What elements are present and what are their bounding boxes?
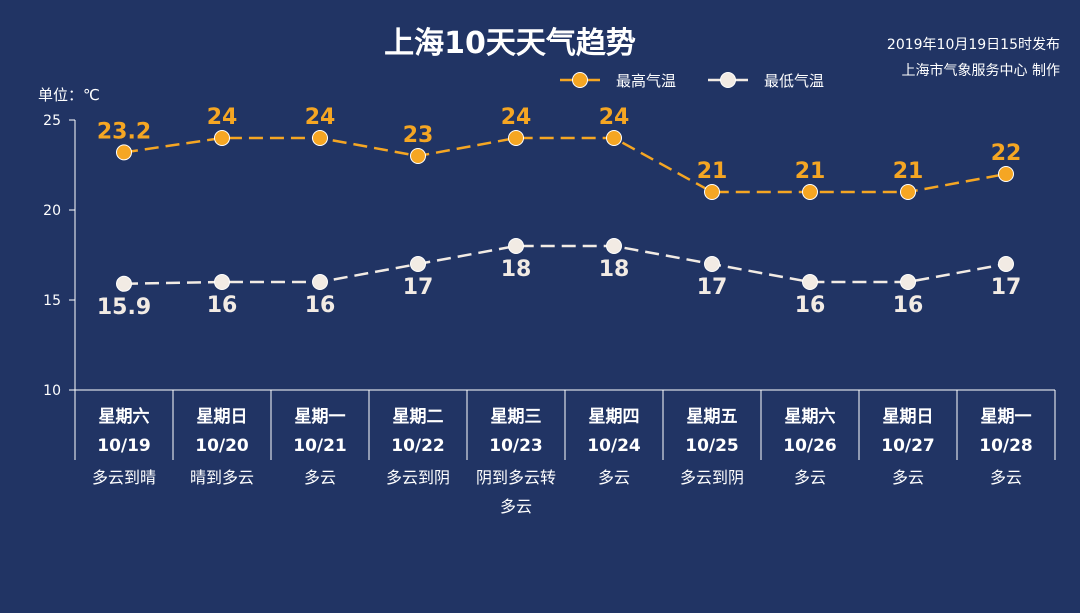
weekday-label: 星期二 (393, 407, 444, 427)
weather-description: 多云 (598, 468, 630, 487)
date-label: 10/21 (293, 436, 347, 456)
weather-description: 多云到阴 (386, 468, 450, 487)
high-temp-point (704, 184, 720, 200)
weekday-label: 星期四 (589, 407, 640, 427)
high-temp-point (410, 148, 426, 164)
high-temp-label: 22 (991, 141, 1022, 166)
low-temp-point (312, 274, 328, 290)
low-temp-line (123, 244, 1007, 286)
weather-description: 多云到晴 (92, 468, 156, 487)
high-temp-point (606, 130, 622, 146)
high-temp-label: 21 (795, 159, 826, 184)
date-label: 10/27 (881, 436, 935, 456)
high-temp-point (900, 184, 916, 200)
date-label: 10/19 (97, 436, 151, 456)
weekday-label: 星期六 (785, 406, 836, 427)
low-temp-point (998, 256, 1014, 272)
low-temp-point (214, 274, 230, 290)
unit-label: 单位：℃ (38, 86, 100, 104)
high-temp-label: 24 (207, 105, 238, 130)
weather-description: 多云 (990, 468, 1022, 487)
page-title: 上海10天天气趋势 (384, 26, 636, 61)
issue-time: 2019年10月19日15时发布 (886, 37, 1060, 53)
high-temp-point (312, 130, 328, 146)
weather-description: 阴到多云转多云 (476, 468, 556, 516)
y-tick-label: 10 (43, 383, 61, 399)
weather-description: 多云 (794, 468, 826, 487)
date-label: 10/22 (391, 436, 445, 456)
low-temp-point (802, 274, 818, 290)
weather-description: 晴到多云 (190, 468, 254, 487)
y-tick-label: 25 (43, 113, 61, 129)
low-temp-label: 16 (795, 293, 826, 318)
high-temp-label: 24 (305, 105, 336, 130)
weekday-label: 星期三 (491, 407, 542, 427)
y-tick-label: 20 (43, 203, 61, 219)
high-temp-label: 23.2 (97, 119, 151, 144)
producer-credit: 上海市气象服务中心 制作 (901, 63, 1060, 79)
low-temp-point (900, 274, 916, 290)
date-label: 10/25 (685, 436, 739, 456)
low-temp-point (508, 238, 524, 254)
low-temp-point (116, 275, 132, 292)
high-temp-label: 24 (599, 105, 630, 130)
high-temp-point (998, 166, 1014, 182)
weather-description: 多云 (892, 468, 924, 487)
y-tick-label: 15 (43, 293, 61, 309)
date-label: 10/28 (979, 436, 1033, 456)
high-temp-point (116, 144, 132, 161)
low-temp-point (410, 256, 426, 272)
date-label: 10/24 (587, 436, 641, 456)
low-temp-point (704, 256, 720, 272)
high-temp-point (508, 130, 524, 146)
low-temp-label: 18 (599, 257, 630, 282)
low-temp-label: 16 (207, 293, 238, 318)
low-temp-label: 16 (893, 293, 924, 318)
legend-label-high: 最高气温 (616, 72, 676, 90)
date-label: 10/23 (489, 436, 543, 456)
weekday-label: 星期一 (981, 407, 1032, 427)
low-temp-label: 16 (305, 293, 336, 318)
weekday-label: 星期六 (99, 406, 150, 427)
date-label: 10/20 (195, 436, 249, 456)
low-temp-label: 15.9 (97, 295, 151, 320)
weekday-label: 星期五 (687, 407, 738, 427)
high-temp-line (123, 136, 1007, 194)
weekday-label: 星期一 (295, 407, 346, 427)
low-temp-point (606, 238, 622, 254)
high-temp-label: 21 (893, 159, 924, 184)
high-temp-label: 21 (697, 159, 728, 184)
low-temp-label: 17 (403, 275, 434, 300)
high-temp-point (802, 184, 818, 200)
high-temp-label: 23 (403, 123, 434, 148)
weekday-label: 星期日 (883, 407, 934, 427)
legend-marker-high (572, 72, 588, 88)
low-temp-label: 17 (697, 275, 728, 300)
low-temp-label: 17 (991, 275, 1022, 300)
weather-description: 多云到阴 (680, 468, 744, 487)
legend-marker-low (720, 72, 736, 88)
weather-description: 多云 (304, 468, 336, 487)
high-temp-point (214, 130, 230, 146)
legend-label-low: 最低气温 (764, 72, 824, 90)
date-label: 10/26 (783, 436, 837, 456)
low-temp-label: 18 (501, 257, 532, 282)
weekday-label: 星期日 (197, 407, 248, 427)
high-temp-label: 24 (501, 105, 532, 130)
